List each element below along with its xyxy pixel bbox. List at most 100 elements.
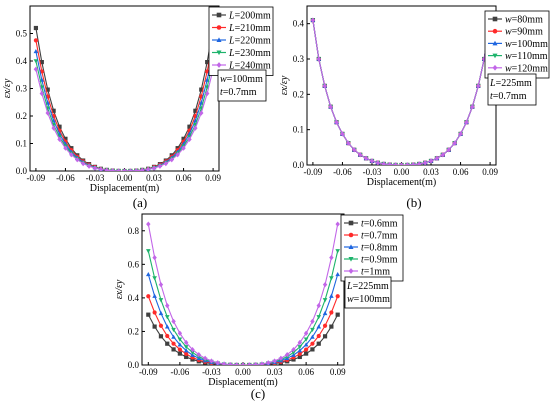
- data-point: [291, 346, 296, 353]
- data-point: [405, 162, 410, 165]
- x-tick-label: -0.03: [363, 167, 382, 177]
- data-point: [316, 333, 321, 339]
- data-point: [284, 351, 290, 358]
- data-point: [193, 108, 198, 113]
- param-label: L=225mm: [346, 281, 389, 292]
- data-point: [272, 358, 277, 364]
- data-point: [322, 323, 328, 328]
- data-point: [335, 249, 340, 254]
- data-point: [193, 125, 198, 131]
- data-point: [334, 119, 339, 125]
- data-point: [417, 161, 422, 165]
- x-tick-label: 0.00: [394, 167, 410, 177]
- plot-frame: [29, 5, 220, 172]
- legend-label-value: =80mm: [512, 15, 543, 26]
- x-tick-label: 0.06: [176, 173, 192, 183]
- legend-label: w=120mm: [505, 63, 548, 74]
- data-point: [297, 348, 303, 353]
- data-point: [310, 341, 315, 346]
- series-line-1: [147, 314, 339, 365]
- data-point: [316, 56, 322, 62]
- data-point: [152, 293, 157, 298]
- data-point: [165, 302, 170, 309]
- data-point: [202, 355, 208, 361]
- data-point: [221, 361, 227, 365]
- data-point: [393, 162, 398, 165]
- data-point: [446, 147, 451, 153]
- data-point: [177, 342, 183, 347]
- data-point: [316, 315, 322, 320]
- y-tick-label: 0.1: [293, 125, 304, 135]
- legend-label-value: =0.9mm: [364, 255, 398, 266]
- data-point: [303, 337, 309, 342]
- data-point: [152, 254, 157, 261]
- data-point: [171, 334, 176, 339]
- data-point: [363, 155, 369, 161]
- data-point: [157, 163, 163, 169]
- x-tick-label: -0.03: [86, 173, 105, 183]
- data-point: [204, 90, 210, 97]
- y-axis-label: εx/εy: [114, 279, 125, 299]
- legend-marker: [348, 220, 354, 226]
- series-line-4: [35, 60, 214, 171]
- data-point: [340, 131, 345, 137]
- data-point: [122, 168, 127, 171]
- data-point: [146, 312, 151, 317]
- param-label: L=225mm: [489, 78, 532, 89]
- params-box: L=225mm w=100mm: [344, 276, 392, 309]
- legend-label-value: =110mm: [512, 51, 548, 62]
- data-point: [310, 318, 315, 325]
- data-point: [171, 327, 176, 333]
- data-point: [146, 249, 151, 254]
- legend-label-var: L: [228, 23, 235, 34]
- data-point: [228, 361, 233, 365]
- x-tick-label: 0.00: [117, 173, 133, 183]
- data-point: [171, 318, 176, 325]
- data-point: [190, 350, 195, 355]
- y-tick-label: 0.2: [16, 111, 27, 121]
- data-point: [310, 327, 315, 333]
- data-point: [39, 85, 45, 90]
- y-axis-label: εx/εy: [2, 78, 13, 98]
- x-tick-label: -0.09: [304, 167, 323, 177]
- data-point: [322, 83, 327, 89]
- legend-label-var: w: [505, 27, 512, 38]
- data-point: [45, 110, 50, 116]
- data-point: [146, 294, 151, 299]
- legend-label: L=230mm: [228, 48, 271, 59]
- param-label: t=0.7mm: [220, 87, 257, 98]
- data-point: [316, 302, 321, 309]
- data-point: [80, 160, 86, 167]
- data-point: [387, 161, 392, 165]
- series-line-1: [35, 27, 214, 171]
- series-group: [310, 17, 493, 165]
- data-point: [128, 168, 133, 171]
- data-point: [310, 17, 316, 23]
- legend-label-value: =0.8mm: [364, 243, 398, 254]
- legend-label: w=80mm: [505, 15, 543, 26]
- legend-label: w=90mm: [505, 27, 543, 38]
- data-point: [322, 310, 328, 316]
- legend-label: w=100mm: [505, 39, 548, 50]
- legend-label: t=0.6mm: [361, 219, 398, 230]
- data-point: [304, 347, 309, 352]
- legend-marker: [216, 37, 222, 42]
- data-point: [171, 341, 176, 346]
- y-tick-label: 0.4: [293, 19, 305, 29]
- data-point: [116, 168, 121, 171]
- legend-label-value: =100mm: [512, 39, 548, 50]
- data-point: [297, 345, 303, 350]
- y-tick-label: 0.4: [128, 293, 140, 303]
- data-point: [184, 351, 189, 357]
- legend-label-var: t: [361, 219, 364, 230]
- legend-label: L=240mm: [228, 61, 271, 72]
- data-point: [164, 324, 170, 329]
- legend-label-value: =0.6mm: [364, 219, 398, 230]
- data-point: [335, 312, 340, 317]
- data-point: [33, 25, 39, 31]
- legend-marker: [492, 64, 498, 71]
- data-point: [328, 104, 333, 110]
- data-point: [199, 87, 204, 92]
- y-tick-label: 0.3: [16, 84, 28, 94]
